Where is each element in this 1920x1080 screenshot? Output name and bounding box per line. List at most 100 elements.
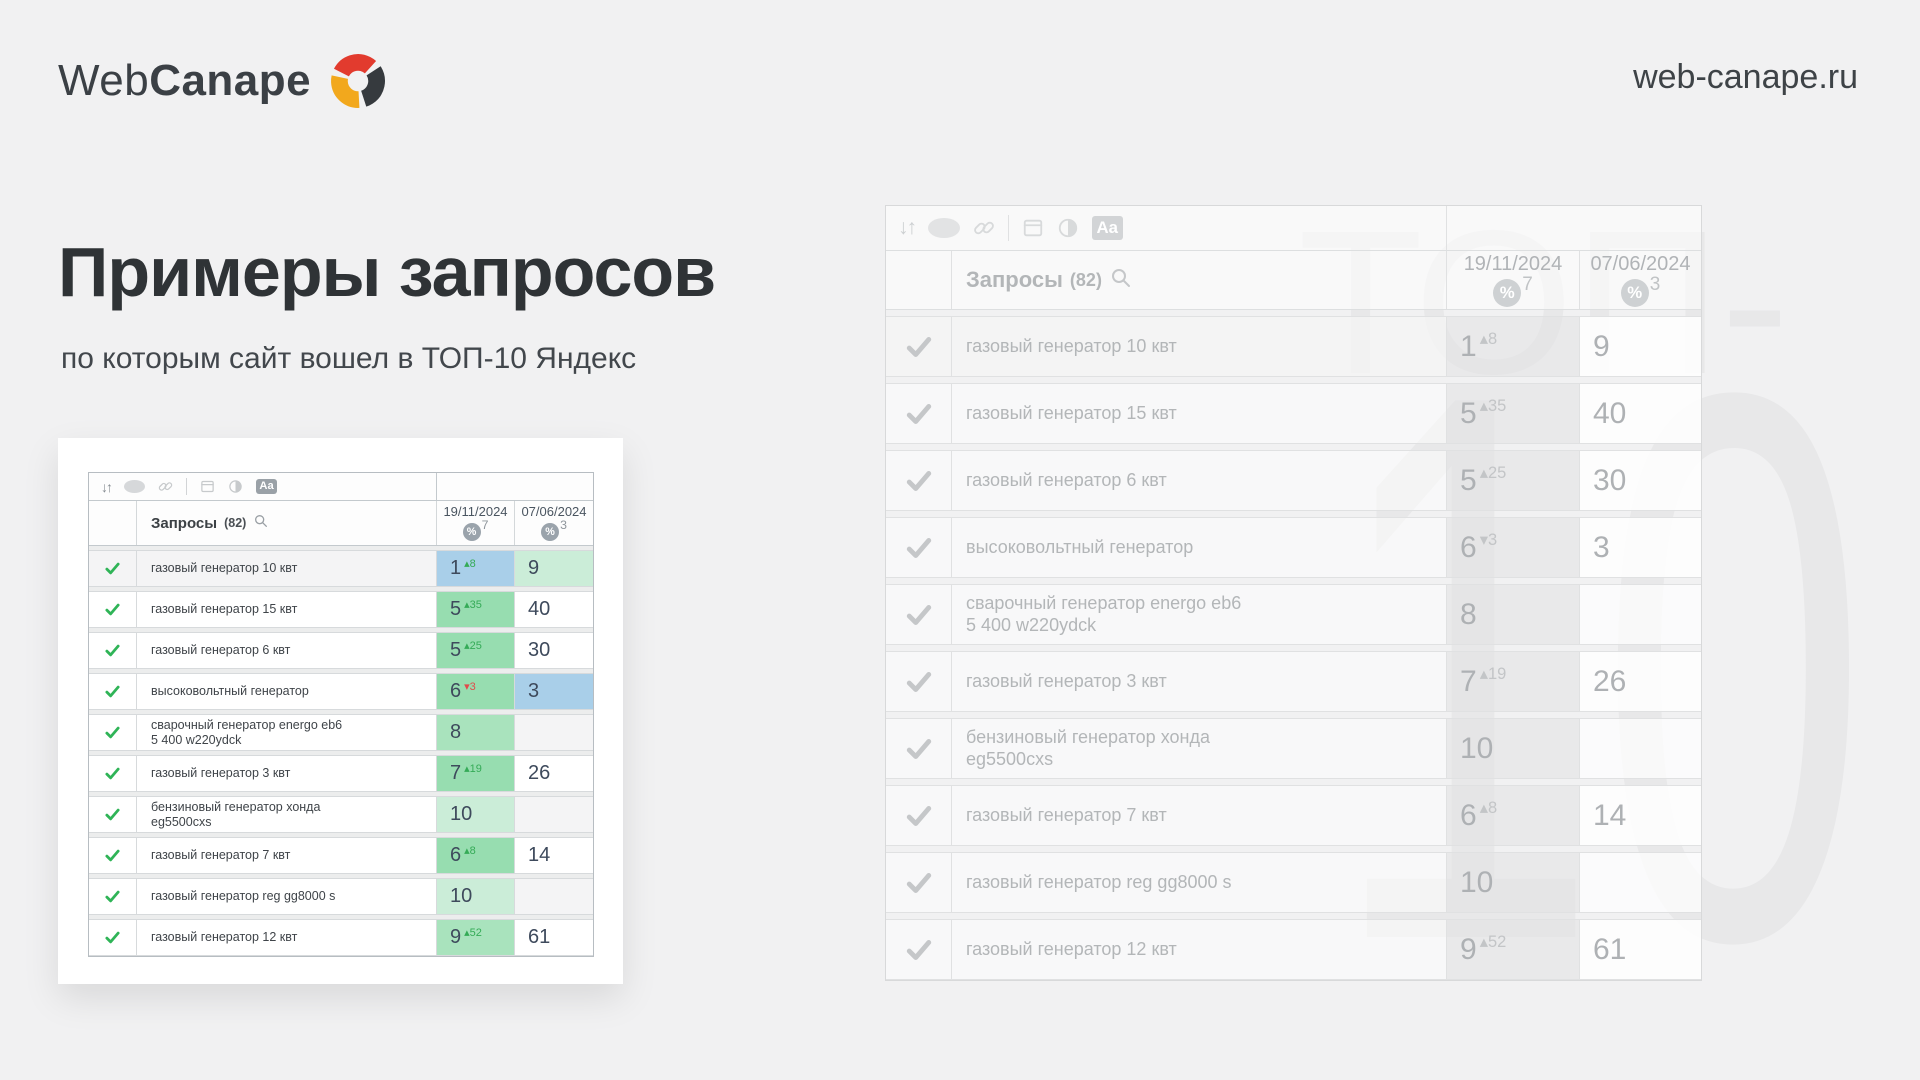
table-row[interactable]: газовый генератор 3 квт 7 ▴19 26	[89, 755, 593, 792]
row-check-cell[interactable]	[89, 633, 136, 668]
query-cell[interactable]: газовый генератор 3 квт	[136, 756, 436, 791]
position-cell-date1[interactable]: 6 ▾3	[436, 674, 514, 709]
position-cell-date2[interactable]: 40	[514, 592, 593, 627]
position-value: 30	[528, 639, 551, 661]
queries-count: (82)	[1069, 269, 1102, 290]
position-value: 9	[1460, 932, 1477, 966]
position-delta: ▴25	[464, 640, 482, 653]
row-check-cell[interactable]	[89, 592, 136, 627]
table-row[interactable]: газовый генератор 7 квт 6 ▴8 14	[89, 837, 593, 874]
table-rows: газовый генератор 10 квт 1 ▴8 9 газовый гене…	[89, 546, 593, 956]
row-check-cell[interactable]	[89, 551, 136, 586]
position-cell-date1: 6 ▾3	[1446, 518, 1579, 577]
row-check-cell[interactable]	[89, 920, 136, 955]
contrast-icon[interactable]	[228, 479, 243, 494]
position-cell-date2[interactable]	[514, 879, 593, 914]
row-check-cell	[886, 585, 951, 644]
query-cell[interactable]: газовый генератор 6 квт	[136, 633, 436, 668]
table-row[interactable]: газовый генератор 10 квт 1 ▴8 9	[89, 550, 593, 587]
position-cell-date1: 1 ▴8	[1446, 317, 1579, 376]
table-row[interactable]: газовый генератор 12 квт 9 ▴52 61	[89, 919, 593, 956]
position-cell-date1[interactable]: 5 ▴35	[436, 592, 514, 627]
row-check-cell[interactable]	[89, 715, 136, 750]
query-cell[interactable]: бензиновый генератор хонда eg5500cxs	[136, 797, 436, 832]
check-icon	[105, 890, 120, 903]
divider	[1007, 215, 1009, 241]
check-icon	[906, 403, 931, 424]
position-cell-date2: 30	[1579, 451, 1701, 510]
site-url-link[interactable]: web-canape.ru	[1633, 58, 1858, 96]
table-row[interactable]: бензиновый генератор хонда eg5500cxs 10	[89, 796, 593, 833]
query-cell[interactable]: высоковольтный генератор	[136, 674, 436, 709]
magnifier-icon[interactable]	[253, 513, 269, 534]
position-cell-date1[interactable]: 8	[436, 715, 514, 750]
date-column-header[interactable]: 19/11/2024% 7	[436, 501, 514, 545]
position-value: 14	[528, 844, 551, 866]
position-cell-date2[interactable]: 14	[514, 838, 593, 873]
panel-icon[interactable]	[200, 479, 215, 494]
position-cell-date1[interactable]: 10	[436, 797, 514, 832]
magnifier-icon	[1109, 266, 1133, 295]
sort-icon[interactable]: ↓↑	[101, 478, 113, 495]
row-check-cell[interactable]	[89, 674, 136, 709]
position-cell-date1[interactable]: 7 ▴19	[436, 756, 514, 791]
row-check-cell[interactable]	[89, 797, 136, 832]
date-column-header: 07/06/2024% 3	[1579, 251, 1701, 309]
position-value: 7	[1460, 664, 1477, 698]
date-column-header[interactable]: 07/06/2024% 3	[514, 501, 593, 545]
position-cell-date1[interactable]: 1 ▴8	[436, 551, 514, 586]
table-frame: ↓↑ Aa Запросы (82) 19/11/2024% 7 07/06/2024% 3 г…	[885, 205, 1702, 981]
table-row: газовый генератор 6 квт 5 ▴25 30	[886, 450, 1701, 511]
position-cell-date1[interactable]: 6 ▴8	[436, 838, 514, 873]
oval-icon	[928, 218, 960, 238]
query-cell[interactable]: газовый генератор 10 квт	[136, 551, 436, 586]
row-check-cell[interactable]	[89, 879, 136, 914]
position-cell-date2[interactable]	[514, 715, 593, 750]
check-column-header	[886, 251, 951, 309]
table-row[interactable]: газовый генератор 6 квт 5 ▴25 30	[89, 632, 593, 669]
position-value: 26	[1593, 664, 1627, 698]
check-icon	[105, 808, 120, 821]
row-check-cell[interactable]	[89, 756, 136, 791]
row-check-cell	[886, 786, 951, 845]
toolbar-icons: ↓↑ Aa	[886, 206, 1446, 250]
position-cell-date2	[1579, 585, 1701, 644]
row-check-cell[interactable]	[89, 838, 136, 873]
table-row[interactable]: газовый генератор 15 квт 5 ▴35 40	[89, 591, 593, 628]
query-cell[interactable]: сварочный генератор energo eb6 5 400 w22…	[136, 715, 436, 750]
position-value: 30	[1593, 463, 1627, 497]
position-cell-date1[interactable]: 9 ▴52	[436, 920, 514, 955]
table-row[interactable]: сварочный генератор energo eb6 5 400 w22…	[89, 714, 593, 751]
table-toolbar: ↓↑ Aa	[886, 206, 1701, 251]
check-column-header	[89, 501, 136, 545]
position-cell-date2[interactable]	[514, 797, 593, 832]
check-icon	[906, 671, 931, 692]
position-cell-date1[interactable]: 5 ▴25	[436, 633, 514, 668]
percent-badge-row: % 7	[462, 518, 488, 541]
percent-badge-row: % 3	[1620, 274, 1660, 307]
position-delta: ▴25	[1479, 464, 1507, 483]
link-icon[interactable]	[158, 479, 173, 494]
table-row[interactable]: газовый генератор reg gg8000 s 10	[89, 878, 593, 915]
webcanape-logo: WebCanape	[58, 50, 389, 112]
position-cell-date2[interactable]: 3	[514, 674, 593, 709]
position-cell-date2[interactable]: 61	[514, 920, 593, 955]
query-cell[interactable]: газовый генератор reg gg8000 s	[136, 879, 436, 914]
check-icon	[105, 685, 120, 698]
column-date: 19/11/2024	[1463, 253, 1563, 275]
badge-value: 3	[1649, 274, 1661, 295]
position-cell-date2[interactable]: 30	[514, 633, 593, 668]
query-cell[interactable]: газовый генератор 7 квт	[136, 838, 436, 873]
text-format-icon[interactable]: Aa	[256, 478, 278, 495]
table-row[interactable]: высоковольтный генератор 6 ▾3 3	[89, 673, 593, 710]
position-cell-date1[interactable]: 10	[436, 879, 514, 914]
query-cell[interactable]: газовый генератор 12 квт	[136, 920, 436, 955]
percent-icon: %	[462, 522, 481, 541]
position-cell-date2[interactable]: 26	[514, 756, 593, 791]
position-cell-date2[interactable]: 9	[514, 551, 593, 586]
position-cell-date1: 10	[1446, 719, 1579, 778]
query-cell[interactable]: газовый генератор 15 квт	[136, 592, 436, 627]
oval-icon[interactable]	[124, 479, 145, 494]
column-date: 07/06/2024	[521, 504, 587, 520]
